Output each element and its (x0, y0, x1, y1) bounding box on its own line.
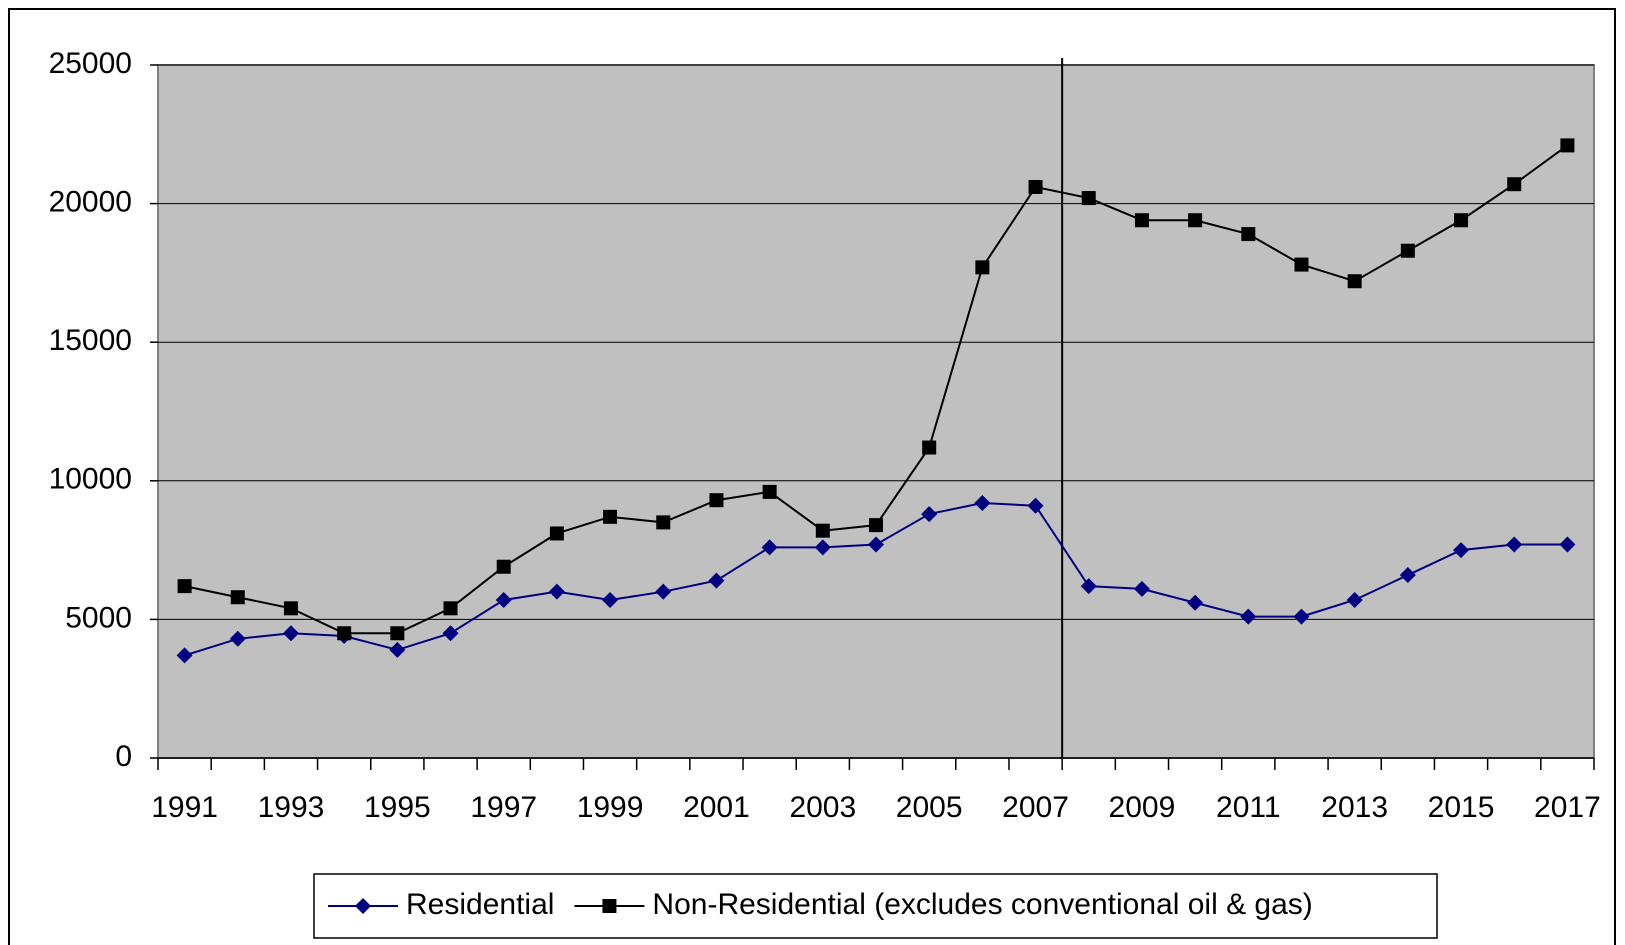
diamond-marker (548, 583, 565, 600)
square-marker (975, 260, 990, 275)
square-marker (230, 590, 245, 605)
diamond-marker (814, 539, 831, 556)
square-marker (390, 626, 405, 641)
x-tick-label: 2015 (1428, 791, 1495, 824)
square-marker (815, 523, 830, 538)
diamond-marker (921, 506, 938, 523)
legend-label: Non-Residential (excludes conventional o… (652, 888, 1312, 921)
diamond-marker (1506, 536, 1523, 553)
y-tick-label: 5000 (65, 601, 132, 634)
x-tick-label: 2007 (1002, 791, 1069, 824)
diamond-marker (1080, 578, 1097, 595)
diamond-marker (229, 630, 246, 647)
legend-label: Residential (406, 888, 554, 921)
square-marker (1507, 177, 1522, 192)
square-marker (177, 579, 192, 594)
legend-marker (355, 898, 371, 914)
diamond-marker (176, 647, 193, 664)
diamond-marker (1293, 608, 1310, 625)
diamond-marker (1133, 580, 1150, 597)
diamond-marker (1559, 536, 1576, 553)
y-tick-label: 25000 (49, 47, 132, 80)
diamond-marker (868, 536, 884, 553)
square-marker (762, 484, 777, 499)
square-marker (922, 440, 937, 455)
x-tick-label: 2013 (1321, 791, 1388, 824)
plot-area (157, 64, 1595, 759)
square-marker (1454, 213, 1469, 228)
diamond-marker (1453, 542, 1470, 559)
square-marker (1028, 179, 1043, 194)
x-tick-label: 2011 (1216, 791, 1281, 824)
x-tick-label: 1993 (258, 791, 325, 824)
square-marker (1081, 191, 1096, 206)
square-marker (1560, 138, 1575, 153)
square-marker (496, 559, 511, 574)
square-marker (869, 518, 883, 533)
diamond-marker (1027, 497, 1044, 514)
x-tick-label: 2005 (896, 791, 963, 824)
diamond-marker (1399, 567, 1416, 584)
y-tick-label: 15000 (49, 324, 132, 357)
square-marker (549, 526, 564, 541)
diamond-marker (655, 583, 672, 600)
diamond-marker (442, 625, 459, 642)
diamond-marker (974, 494, 991, 511)
square-marker (1241, 227, 1256, 242)
square-marker (1188, 213, 1203, 228)
x-tick-label: 1991 (151, 791, 218, 824)
square-marker (1134, 213, 1149, 228)
x-tick-label: 1995 (364, 791, 431, 824)
x-tick-label: 2001 (683, 791, 750, 824)
square-marker (337, 626, 352, 641)
diamond-marker (1187, 594, 1204, 611)
x-tick-label: 2003 (789, 791, 856, 824)
square-marker (283, 601, 298, 616)
square-marker (709, 493, 724, 508)
diamond-marker (282, 625, 299, 642)
x-tick-label: 1999 (577, 791, 644, 824)
diamond-marker (389, 641, 406, 658)
legend-marker (602, 899, 617, 913)
diamond-marker (708, 572, 725, 589)
legend-box (313, 873, 1438, 939)
x-tick-label: 2017 (1534, 791, 1601, 824)
diamond-marker (1240, 608, 1257, 625)
square-marker (443, 601, 458, 616)
diamond-marker (495, 591, 512, 608)
diamond-marker (602, 591, 619, 608)
y-tick-label: 0 (115, 740, 132, 773)
y-tick-label: 10000 (49, 463, 132, 496)
diamond-marker (761, 539, 778, 556)
x-tick-label: 1997 (470, 791, 537, 824)
square-marker (603, 509, 618, 524)
square-marker (1347, 274, 1362, 289)
square-marker (656, 515, 671, 530)
square-marker (1294, 257, 1309, 272)
x-tick-label: 2009 (1109, 791, 1176, 824)
square-marker (1400, 243, 1415, 258)
diamond-marker (1346, 591, 1363, 608)
y-tick-label: 20000 (49, 186, 132, 219)
